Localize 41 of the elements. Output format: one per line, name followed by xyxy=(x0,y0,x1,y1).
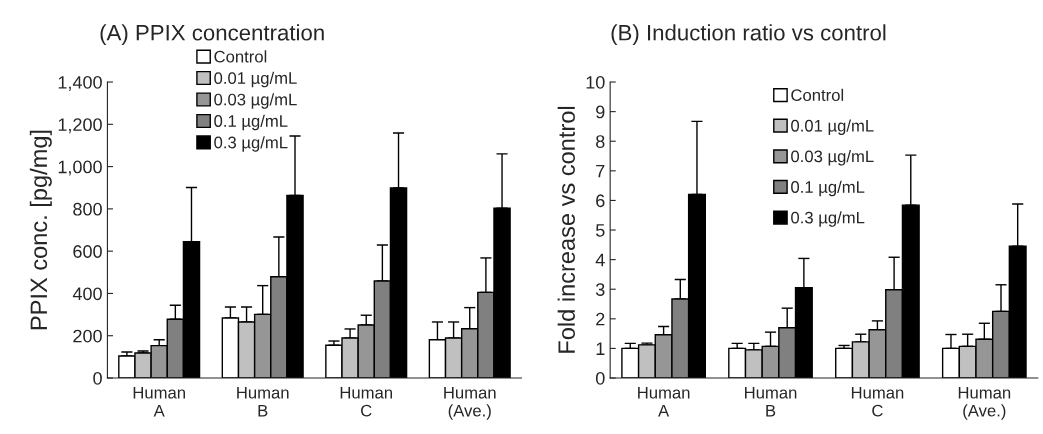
y-tick-label: 1,400 xyxy=(58,75,102,91)
y-tick-label: 8 xyxy=(596,135,605,148)
legend-label: 0.1 µg/mL xyxy=(214,114,288,131)
y-tick-label: 2 xyxy=(596,312,605,326)
y-tick-label: 5 xyxy=(595,224,605,237)
y-tick-label: 1,000 xyxy=(58,160,102,176)
y-tick-label: 10 xyxy=(586,75,605,89)
legend-label: 0.03 µg/mL xyxy=(214,93,297,109)
y-tick-label: 7 xyxy=(596,164,605,178)
chart-title: (B) Induction ratio vs control xyxy=(611,24,886,45)
legend-label: 0.01 µg/mL xyxy=(791,119,874,135)
legend-label: Control xyxy=(214,50,267,63)
y-tick-label: 1 xyxy=(596,342,605,355)
x-tick-label: Human C xyxy=(340,386,393,417)
y-tick-label: 9 xyxy=(596,105,605,119)
y-tick-label: 4 xyxy=(595,253,605,267)
y-tick-label: 6 xyxy=(596,194,605,208)
x-tick-label: Human B xyxy=(237,386,289,417)
legend-label: 0.01 µg/mL xyxy=(214,71,297,88)
y-tick-label: 0 xyxy=(595,371,605,385)
y-tick-label: 1,200 xyxy=(58,118,102,134)
y-tick-label: 200 xyxy=(73,329,102,343)
legend-label: 0.3 µg/mL xyxy=(214,136,288,152)
y-tick-label: 400 xyxy=(72,287,102,301)
x-tick-label: Human B xyxy=(745,386,797,417)
y-axis-title: Fold increase vs control xyxy=(557,106,575,353)
x-tick-label: Human A xyxy=(638,386,690,417)
legend-label: 0.3 µg/mL xyxy=(791,211,865,227)
y-tick-label: 600 xyxy=(73,245,102,258)
legend-label: 0.1 µg/mL xyxy=(791,180,865,197)
chart-title: (A) PPIX concentration xyxy=(100,24,324,45)
x-tick-label: Human C xyxy=(851,386,904,417)
legend-label: 0.03 µg/mL xyxy=(791,150,874,166)
x-tick-label: Human (Ave.) xyxy=(444,386,496,420)
x-tick-label: Human (Ave.) xyxy=(958,386,1011,420)
legend-label: Control xyxy=(791,88,844,102)
y-tick-label: 0 xyxy=(93,371,102,385)
y-tick-label: 800 xyxy=(73,202,102,216)
x-tick-label: Human A xyxy=(133,386,185,417)
y-tick-label: 3 xyxy=(595,283,605,296)
y-axis-title: PPIX conc. [pg/mg] xyxy=(29,130,52,330)
